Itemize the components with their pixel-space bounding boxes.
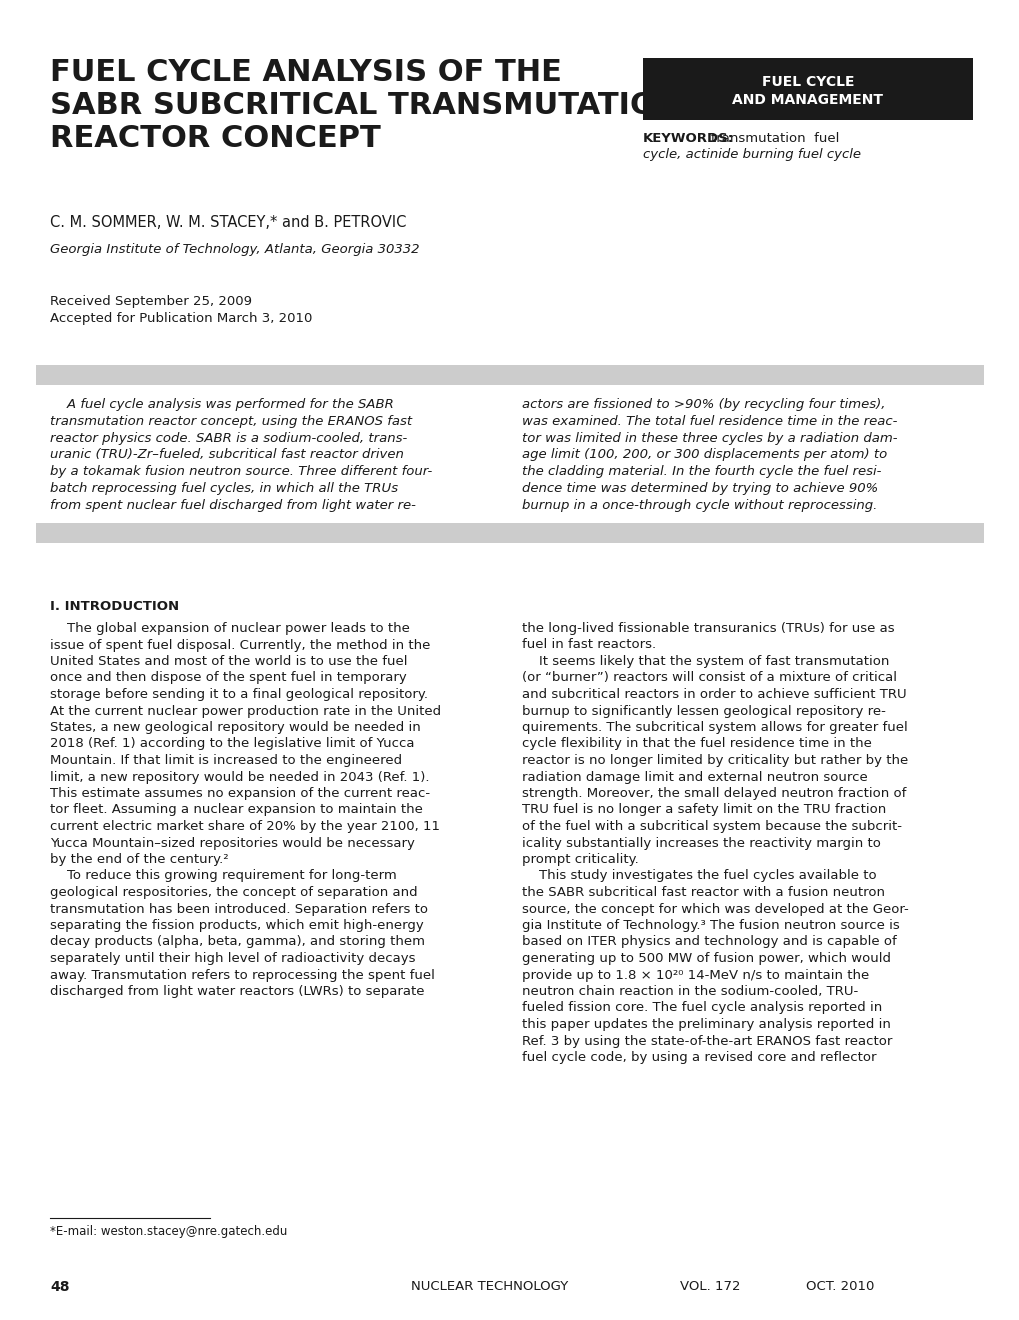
Text: tor fleet. Assuming a nuclear expansion to maintain the: tor fleet. Assuming a nuclear expansion …: [50, 804, 423, 817]
Text: transmutation reactor concept, using the ERANOS fast: transmutation reactor concept, using the…: [50, 414, 412, 428]
Text: the cladding material. In the fourth cycle the fuel resi-: the cladding material. In the fourth cyc…: [522, 465, 880, 478]
Text: burnup in a once-through cycle without reprocessing.: burnup in a once-through cycle without r…: [522, 499, 876, 512]
Text: fueled fission core. The fuel cycle analysis reported in: fueled fission core. The fuel cycle anal…: [522, 1002, 881, 1015]
Text: *E-mail: weston.stacey@nre.gatech.edu: *E-mail: weston.stacey@nre.gatech.edu: [50, 1225, 287, 1238]
Text: icality substantially increases the reactivity margin to: icality substantially increases the reac…: [522, 837, 880, 850]
Text: A fuel cycle analysis was performed for the SABR: A fuel cycle analysis was performed for …: [50, 399, 393, 411]
Text: strength. Moreover, the small delayed neutron fraction of: strength. Moreover, the small delayed ne…: [522, 787, 906, 800]
Text: current electric market share of 20% by the year 2100, 11: current electric market share of 20% by …: [50, 820, 439, 833]
Text: NUCLEAR TECHNOLOGY: NUCLEAR TECHNOLOGY: [411, 1280, 568, 1294]
Text: dence time was determined by trying to achieve 90%: dence time was determined by trying to a…: [522, 482, 877, 495]
Text: Received September 25, 2009: Received September 25, 2009: [50, 294, 252, 308]
Text: radiation damage limit and external neutron source: radiation damage limit and external neut…: [522, 771, 867, 784]
Text: discharged from light water reactors (LWRs) to separate: discharged from light water reactors (LW…: [50, 985, 424, 998]
Text: It seems likely that the system of fast transmutation: It seems likely that the system of fast …: [522, 655, 889, 668]
Text: FUEL CYCLE ANALYSIS OF THE: FUEL CYCLE ANALYSIS OF THE: [50, 58, 561, 87]
Text: once and then dispose of the spent fuel in temporary: once and then dispose of the spent fuel …: [50, 672, 407, 685]
Text: reactor is no longer limited by criticality but rather by the: reactor is no longer limited by critical…: [522, 754, 907, 767]
Text: OCT. 2010: OCT. 2010: [805, 1280, 873, 1294]
Text: this paper updates the preliminary analysis reported in: this paper updates the preliminary analy…: [522, 1018, 890, 1031]
Text: I. INTRODUCTION: I. INTRODUCTION: [50, 601, 179, 612]
Text: This estimate assumes no expansion of the current reac-: This estimate assumes no expansion of th…: [50, 787, 430, 800]
Text: provide up to 1.8 × 10²⁰ 14-MeV n/s to maintain the: provide up to 1.8 × 10²⁰ 14-MeV n/s to m…: [522, 969, 868, 982]
Text: by the end of the century.²: by the end of the century.²: [50, 853, 228, 866]
Text: limit, a new repository would be needed in 2043 (Ref. 1).: limit, a new repository would be needed …: [50, 771, 429, 784]
Text: C. M. SOMMER, W. M. STACEY,* and B. PETROVIC: C. M. SOMMER, W. M. STACEY,* and B. PETR…: [50, 215, 406, 230]
Text: geological respositories, the concept of separation and: geological respositories, the concept of…: [50, 886, 417, 899]
Text: issue of spent fuel disposal. Currently, the method in the: issue of spent fuel disposal. Currently,…: [50, 639, 430, 652]
Text: storage before sending it to a final geological repository.: storage before sending it to a final geo…: [50, 688, 428, 701]
Text: gia Institute of Technology.³ The fusion neutron source is: gia Institute of Technology.³ The fusion…: [522, 919, 899, 932]
Text: fuel in fast reactors.: fuel in fast reactors.: [522, 639, 655, 652]
Text: To reduce this growing requirement for long-term: To reduce this growing requirement for l…: [50, 870, 396, 883]
Text: 48: 48: [50, 1280, 69, 1294]
Text: cycle, actinide burning fuel cycle: cycle, actinide burning fuel cycle: [642, 148, 860, 161]
Text: reactor physics code. SABR is a sodium-cooled, trans-: reactor physics code. SABR is a sodium-c…: [50, 432, 407, 445]
Text: The global expansion of nuclear power leads to the: The global expansion of nuclear power le…: [50, 622, 410, 635]
Text: Yucca Mountain–sized repositories would be necessary: Yucca Mountain–sized repositories would …: [50, 837, 415, 850]
Text: United States and most of the world is to use the fuel: United States and most of the world is t…: [50, 655, 408, 668]
Text: TRU fuel is no longer a safety limit on the TRU fraction: TRU fuel is no longer a safety limit on …: [522, 804, 886, 817]
Text: decay products (alpha, beta, gamma), and storing them: decay products (alpha, beta, gamma), and…: [50, 936, 425, 949]
FancyBboxPatch shape: [36, 366, 983, 385]
Text: prompt criticality.: prompt criticality.: [522, 853, 638, 866]
Text: neutron chain reaction in the sodium-cooled, TRU-: neutron chain reaction in the sodium-coo…: [522, 985, 857, 998]
Text: transmutation  fuel: transmutation fuel: [710, 132, 839, 145]
Text: (or “burner”) reactors will consist of a mixture of critical: (or “burner”) reactors will consist of a…: [522, 672, 896, 685]
Text: age limit (100, 200, or 300 displacements per atom) to: age limit (100, 200, or 300 displacement…: [522, 449, 887, 462]
Text: cycle flexibility in that the fuel residence time in the: cycle flexibility in that the fuel resid…: [522, 738, 871, 751]
Text: This study investigates the fuel cycles available to: This study investigates the fuel cycles …: [522, 870, 875, 883]
Text: AND MANAGEMENT: AND MANAGEMENT: [732, 94, 882, 107]
Text: the SABR subcritical fast reactor with a fusion neutron: the SABR subcritical fast reactor with a…: [522, 886, 884, 899]
Text: separating the fission products, which emit high-energy: separating the fission products, which e…: [50, 919, 423, 932]
Text: VOL. 172: VOL. 172: [679, 1280, 740, 1294]
Text: Accepted for Publication March 3, 2010: Accepted for Publication March 3, 2010: [50, 312, 312, 325]
Text: away. Transmutation refers to reprocessing the spent fuel: away. Transmutation refers to reprocessi…: [50, 969, 434, 982]
Text: States, a new geological repository would be needed in: States, a new geological repository woul…: [50, 721, 421, 734]
Text: quirements. The subcritical system allows for greater fuel: quirements. The subcritical system allow…: [522, 721, 907, 734]
Text: REACTOR CONCEPT: REACTOR CONCEPT: [50, 124, 380, 153]
Text: source, the concept for which was developed at the Geor-: source, the concept for which was develo…: [522, 903, 908, 916]
FancyBboxPatch shape: [36, 523, 983, 543]
Text: separately until their high level of radioactivity decays: separately until their high level of rad…: [50, 952, 415, 965]
Text: At the current nuclear power production rate in the United: At the current nuclear power production …: [50, 705, 440, 718]
Text: uranic (TRU)-Zr–fueled, subcritical fast reactor driven: uranic (TRU)-Zr–fueled, subcritical fast…: [50, 449, 404, 462]
Text: Ref. 3 by using the state-of-the-art ERANOS fast reactor: Ref. 3 by using the state-of-the-art ERA…: [522, 1035, 892, 1048]
Text: fuel cycle code, by using a revised core and reflector: fuel cycle code, by using a revised core…: [522, 1051, 875, 1064]
Text: transmutation has been introduced. Separation refers to: transmutation has been introduced. Separ…: [50, 903, 428, 916]
Text: generating up to 500 MW of fusion power, which would: generating up to 500 MW of fusion power,…: [522, 952, 891, 965]
Text: Georgia Institute of Technology, Atlanta, Georgia 30332: Georgia Institute of Technology, Atlanta…: [50, 243, 419, 256]
Text: 2018 (Ref. 1) according to the legislative limit of Yucca: 2018 (Ref. 1) according to the legislati…: [50, 738, 414, 751]
Text: batch reprocessing fuel cycles, in which all the TRUs: batch reprocessing fuel cycles, in which…: [50, 482, 397, 495]
Text: and subcritical reactors in order to achieve sufficient TRU: and subcritical reactors in order to ach…: [522, 688, 906, 701]
Text: based on ITER physics and technology and is capable of: based on ITER physics and technology and…: [522, 936, 896, 949]
Text: SABR SUBCRITICAL TRANSMUTATION: SABR SUBCRITICAL TRANSMUTATION: [50, 91, 681, 120]
Text: of the fuel with a subcritical system because the subcrit-: of the fuel with a subcritical system be…: [522, 820, 901, 833]
Text: by a tokamak fusion neutron source. Three different four-: by a tokamak fusion neutron source. Thre…: [50, 465, 432, 478]
Text: was examined. The total fuel residence time in the reac-: was examined. The total fuel residence t…: [522, 414, 897, 428]
FancyBboxPatch shape: [642, 58, 972, 120]
Text: Mountain. If that limit is increased to the engineered: Mountain. If that limit is increased to …: [50, 754, 401, 767]
Text: burnup to significantly lessen geological repository re-: burnup to significantly lessen geologica…: [522, 705, 886, 718]
Text: KEYWORDS:: KEYWORDS:: [642, 132, 734, 145]
Text: the long-lived fissionable transuranics (TRUs) for use as: the long-lived fissionable transuranics …: [522, 622, 894, 635]
Text: from spent nuclear fuel discharged from light water re-: from spent nuclear fuel discharged from …: [50, 499, 416, 512]
Text: tor was limited in these three cycles by a radiation dam-: tor was limited in these three cycles by…: [522, 432, 897, 445]
Text: FUEL CYCLE: FUEL CYCLE: [761, 74, 854, 88]
Text: actors are fissioned to >90% (by recycling four times),: actors are fissioned to >90% (by recycli…: [522, 399, 884, 411]
